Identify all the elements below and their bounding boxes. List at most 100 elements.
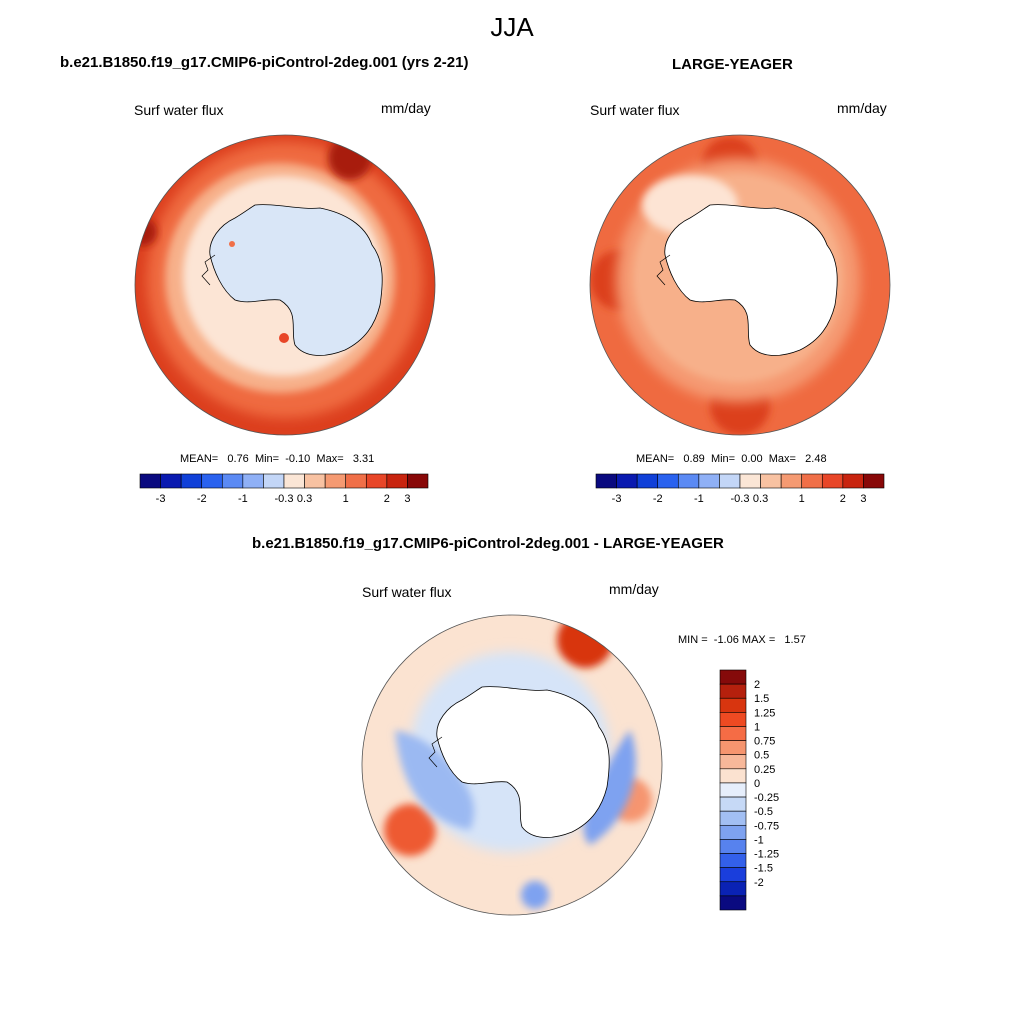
colorbar-swatch bbox=[719, 895, 747, 911]
panel1-map-border bbox=[134, 134, 436, 436]
colorbar-tick-label: 3 bbox=[404, 493, 410, 505]
colorbar-swatch bbox=[595, 473, 617, 489]
colorbar-tick-label: -0.75 bbox=[754, 820, 779, 832]
colorbar-tick-label: -0.3 bbox=[731, 493, 750, 505]
panel2-variable-label: Surf water flux bbox=[590, 102, 680, 118]
colorbar-tick-label: -2 bbox=[197, 493, 207, 505]
colorbar-swatch bbox=[801, 473, 823, 489]
panel2-title: LARGE-YEAGER bbox=[672, 56, 793, 73]
panel3-polar-map bbox=[361, 614, 663, 916]
colorbar-swatch bbox=[407, 473, 429, 489]
colorbar-tick-label: 0.3 bbox=[753, 493, 768, 505]
colorbar-swatch bbox=[221, 473, 244, 489]
colorbar-swatch bbox=[719, 853, 747, 868]
colorbar-swatch bbox=[739, 473, 761, 489]
colorbar-swatch bbox=[719, 754, 747, 770]
colorbar-tick-label: 3 bbox=[860, 493, 866, 505]
panel3-map-border bbox=[361, 614, 663, 916]
colorbar-swatch bbox=[719, 726, 747, 741]
page-title: JJA bbox=[490, 12, 534, 42]
colorbar-tick-label: 0.3 bbox=[297, 493, 312, 505]
panel3-colorbar: 2 1.5 1.25 1 0.75 0.5 0.25 0 -0.25 -0.5 -0.75 -1 -1.… bbox=[719, 669, 779, 911]
colorbar-swatch bbox=[365, 473, 388, 489]
colorbar-swatch bbox=[842, 473, 864, 489]
colorbar-tick-label: 2 bbox=[840, 493, 846, 505]
colorbar-tick-label: 1 bbox=[799, 493, 805, 505]
panel3-units-label: mm/day bbox=[609, 581, 659, 597]
colorbar-swatch bbox=[719, 824, 747, 840]
colorbar-swatch bbox=[719, 810, 747, 826]
colorbar-swatch bbox=[386, 473, 408, 489]
colorbar-tick-label: -0.3 bbox=[275, 493, 294, 505]
panel1-antarctica bbox=[209, 204, 383, 356]
colorbar-tick-label: -2 bbox=[754, 877, 764, 889]
colorbar-swatch bbox=[201, 473, 223, 489]
colorbar-swatch bbox=[719, 768, 747, 784]
colorbar-tick-label: -1 bbox=[694, 493, 704, 505]
panel1-variable-label: Surf water flux bbox=[134, 102, 224, 118]
colorbar-swatch bbox=[719, 796, 747, 812]
colorbar-tick-label: 0.25 bbox=[754, 764, 775, 776]
colorbar-swatch bbox=[719, 669, 747, 685]
colorbar-swatch bbox=[719, 683, 747, 699]
colorbar-swatch bbox=[657, 473, 679, 489]
colorbar-swatch bbox=[863, 473, 885, 489]
panel2-antarctica bbox=[664, 204, 838, 356]
colorbar-swatch bbox=[719, 473, 741, 489]
colorbar-swatch bbox=[242, 473, 264, 489]
colorbar-swatch bbox=[324, 473, 347, 489]
colorbar-tick-label: 1 bbox=[754, 721, 760, 733]
colorbar-tick-label: 1 bbox=[343, 493, 349, 505]
colorbar-tick-label: -3 bbox=[156, 493, 166, 505]
colorbar-swatch bbox=[345, 473, 367, 489]
colorbar-swatch bbox=[180, 473, 203, 489]
panel1-stats: MEAN= 0.76 Min= -0.10 Max= 3.31 bbox=[180, 453, 375, 465]
colorbar-swatch bbox=[698, 473, 720, 489]
colorbar-tick-label: 0.75 bbox=[754, 736, 775, 748]
colorbar-tick-label: -1.25 bbox=[754, 849, 779, 861]
colorbar-swatch bbox=[677, 473, 700, 489]
panel2-stats: MEAN= 0.89 Min= 0.00 Max= 2.48 bbox=[636, 453, 827, 465]
colorbar-swatch bbox=[719, 782, 747, 798]
colorbar-swatch bbox=[719, 697, 747, 713]
colorbar-tick-label: 1.5 bbox=[754, 693, 769, 705]
colorbar-swatch bbox=[719, 881, 747, 897]
colorbar-swatch bbox=[636, 473, 659, 489]
colorbar-swatch bbox=[616, 473, 638, 489]
colorbar-swatch bbox=[719, 712, 747, 727]
colorbar-tick-label: 0 bbox=[754, 778, 760, 790]
panel2-polar-map bbox=[589, 134, 891, 436]
panel1-colorbar: -3 -2 -1 -0.3 0.3 1 2 3 bbox=[139, 473, 429, 505]
colorbar-tick-label: -3 bbox=[612, 493, 622, 505]
colorbar-swatch bbox=[139, 473, 161, 489]
colorbar-tick-label: 2 bbox=[754, 679, 760, 691]
colorbar-swatch bbox=[304, 473, 326, 489]
panel1-polar-map bbox=[134, 134, 436, 436]
panel2-colorbar: -3 -2 -1 -0.3 0.3 1 2 3 bbox=[595, 473, 885, 505]
panel1-units-label: mm/day bbox=[381, 100, 431, 116]
colorbar-swatch bbox=[283, 473, 305, 489]
colorbar-swatch bbox=[160, 473, 182, 489]
colorbar-tick-label: -2 bbox=[653, 493, 663, 505]
colorbar-tick-label: -1 bbox=[754, 834, 764, 846]
colorbar-tick-label: 0.5 bbox=[754, 750, 769, 762]
panel2-map-border bbox=[589, 134, 891, 436]
colorbar-tick-label: -0.25 bbox=[754, 792, 779, 804]
panel2-units-label: mm/day bbox=[837, 100, 887, 116]
colorbar-tick-label: -1 bbox=[238, 493, 248, 505]
colorbar-tick-label: -1.5 bbox=[754, 863, 773, 875]
colorbar-swatch bbox=[719, 839, 747, 854]
panel3-title: b.e21.B1850.f19_g17.CMIP6-piControl-2deg… bbox=[252, 535, 724, 552]
colorbar-swatch bbox=[780, 473, 803, 489]
panel1-title: b.e21.B1850.f19_g17.CMIP6-piControl-2deg… bbox=[60, 54, 469, 71]
colorbar-swatch bbox=[821, 473, 844, 489]
colorbar-swatch bbox=[760, 473, 782, 489]
panel3-variable-label: Surf water flux bbox=[362, 584, 452, 600]
colorbar-tick-label: 1.25 bbox=[754, 707, 775, 719]
colorbar-swatch bbox=[263, 473, 285, 489]
panel3-antarctica bbox=[436, 686, 610, 838]
colorbar-tick-label: -0.5 bbox=[754, 806, 773, 818]
colorbar-swatch bbox=[719, 867, 747, 883]
colorbar-tick-label: 2 bbox=[384, 493, 390, 505]
